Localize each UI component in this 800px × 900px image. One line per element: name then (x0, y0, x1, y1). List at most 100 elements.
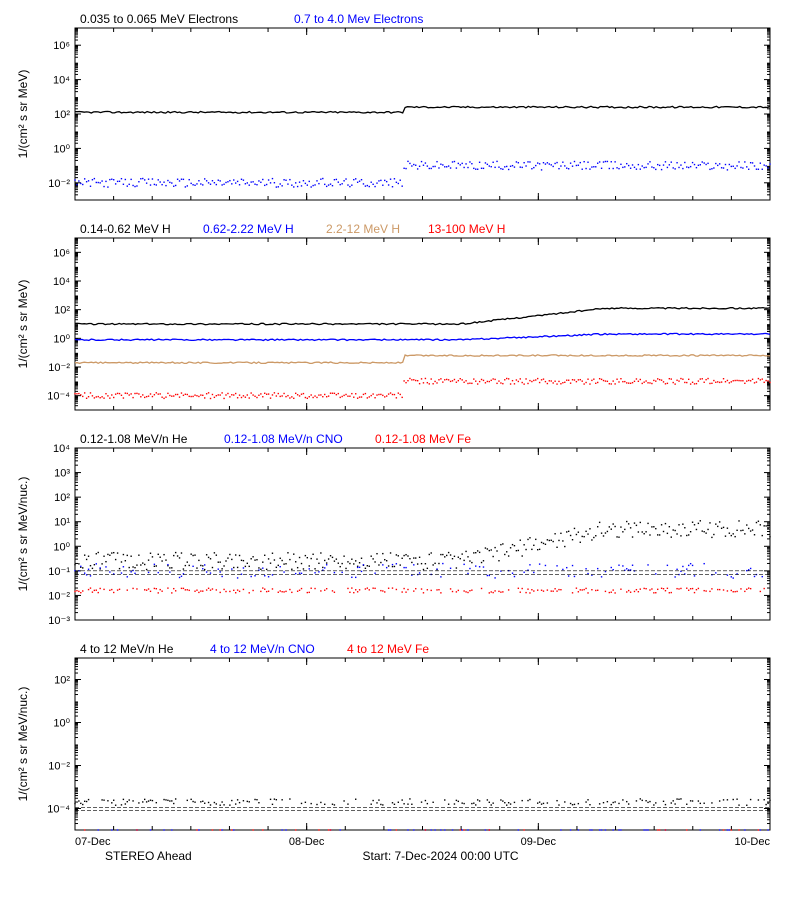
series-point (401, 799, 402, 800)
series-point (690, 166, 691, 167)
series-point (678, 799, 679, 800)
series-point (645, 829, 646, 830)
series-point (355, 799, 356, 800)
series-point (392, 564, 393, 565)
series-point (225, 394, 226, 395)
series-point (328, 395, 329, 396)
series-point (612, 829, 613, 830)
series-point (154, 394, 155, 395)
series-point (640, 522, 641, 523)
series-point (165, 396, 166, 397)
series-point (295, 573, 296, 574)
legend-label: 0.12-1.08 MeV/n He (80, 432, 188, 446)
series-point (103, 397, 104, 398)
series-point (678, 380, 679, 381)
series-point (74, 179, 75, 180)
series-point (556, 590, 557, 591)
series-point (341, 572, 342, 573)
series-point (233, 829, 234, 830)
series-point (523, 572, 524, 573)
series-point (502, 383, 503, 384)
series-point (733, 380, 734, 381)
series-point (721, 528, 722, 529)
series-point (551, 540, 552, 541)
series-point (539, 382, 540, 383)
series-point (181, 179, 182, 180)
series-point (487, 575, 488, 576)
series-point (99, 588, 100, 589)
series-point (169, 567, 170, 568)
series-point (283, 571, 284, 572)
series-point (454, 803, 455, 804)
series-point (649, 589, 650, 590)
series-point (653, 167, 654, 168)
series-point (723, 527, 724, 528)
series-point (582, 589, 583, 590)
series-point (123, 397, 124, 398)
series-point (578, 165, 579, 166)
series-point (731, 166, 732, 167)
series-point (94, 178, 95, 179)
series-point (427, 165, 428, 166)
series-point (237, 577, 238, 578)
series-point (609, 592, 610, 593)
series-point (322, 396, 323, 397)
series-point (380, 180, 381, 181)
series-point (318, 829, 319, 830)
series-point (210, 572, 211, 573)
series-point (334, 179, 335, 180)
series-point (249, 801, 250, 802)
series-point (434, 829, 435, 830)
series-point (361, 558, 362, 559)
series-point (398, 802, 399, 803)
series-point (84, 801, 85, 802)
series-point (374, 186, 375, 187)
series-point (307, 592, 308, 593)
series-point (618, 381, 619, 382)
series-point (403, 168, 404, 169)
series-point (169, 182, 170, 183)
series-point (84, 829, 85, 830)
series-point (417, 380, 418, 381)
series-point (562, 161, 563, 162)
series-point (733, 591, 734, 592)
series-point (582, 169, 583, 170)
series-point (359, 181, 360, 182)
series-point (442, 164, 443, 165)
series-point (225, 560, 226, 561)
series-point (758, 829, 759, 830)
series-point (719, 382, 720, 383)
series-point (432, 564, 433, 565)
series-point (324, 560, 325, 561)
series-point (574, 379, 575, 380)
series-point (150, 829, 151, 830)
series-point (218, 394, 219, 395)
series-point (208, 392, 209, 393)
series-point (694, 524, 695, 525)
series-point (158, 592, 159, 593)
series-point (467, 383, 468, 384)
series-point (287, 552, 288, 553)
series-point (419, 166, 420, 167)
series-point (167, 564, 168, 565)
series-point (78, 800, 79, 801)
series-point (289, 798, 290, 799)
series-point (181, 552, 182, 553)
series-point (421, 801, 422, 802)
series-point (560, 589, 561, 590)
series-point (405, 591, 406, 592)
series-point (628, 803, 629, 804)
series-point (711, 168, 712, 169)
series-point (90, 186, 91, 187)
series-point (769, 163, 770, 164)
series-point (386, 395, 387, 396)
series-point (518, 829, 519, 830)
series-point (678, 167, 679, 168)
series-point (657, 534, 658, 535)
series-point (189, 590, 190, 591)
series-point (485, 547, 486, 548)
series-point (624, 529, 625, 530)
series-point (320, 802, 321, 803)
series-point (653, 592, 654, 593)
series-point (746, 805, 747, 806)
